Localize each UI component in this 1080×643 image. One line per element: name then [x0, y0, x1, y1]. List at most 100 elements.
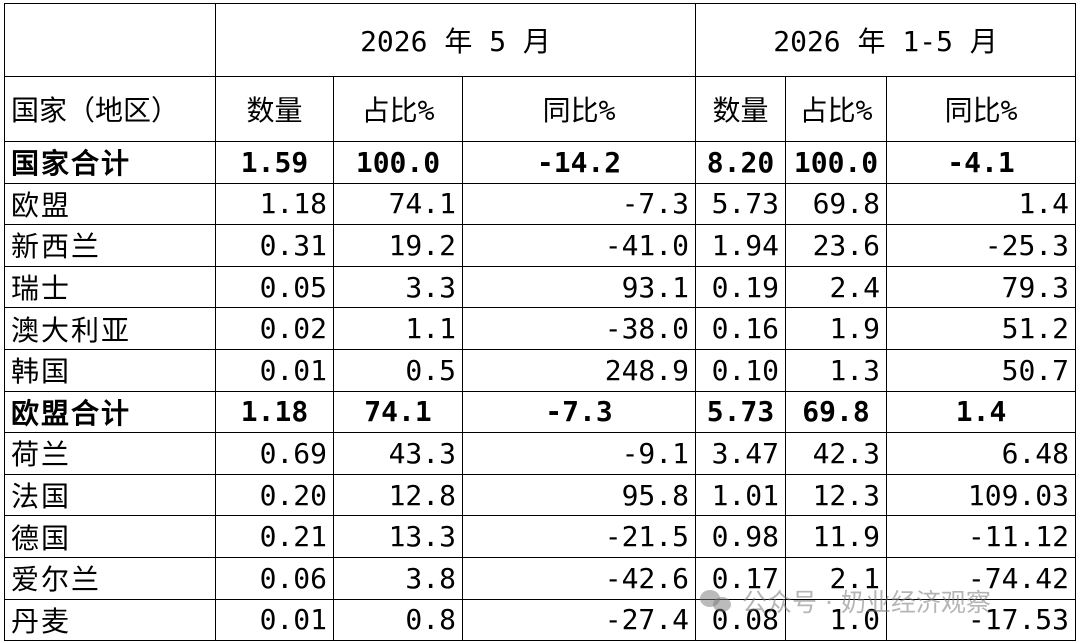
may-share-cell: 19.2: [333, 224, 463, 267]
may-yoy-cell: -41.0: [461, 224, 697, 267]
country-cell: 澳大利亚: [4, 307, 216, 350]
country-column-header: 国家（地区）: [4, 76, 216, 142]
table-row: 国家合计 1.59 100.0 -14.2 8.20 100.0 -4.1: [4, 141, 1077, 184]
ytd-share-cell: 2.1: [785, 556, 888, 600]
may-quantity-cell: 0.69: [215, 432, 334, 475]
may-quantity-cell: 0.31: [215, 224, 334, 267]
ytd-yoy-cell: 109.03: [886, 473, 1077, 517]
ytd-quantity-cell: 5.73: [695, 182, 787, 226]
may-share-cell: 74.1: [333, 390, 463, 434]
may-yoy-cell: -38.0: [461, 307, 697, 350]
ytd-share-cell: 12.3: [785, 473, 888, 517]
ytd-yoy-cell: 6.48: [886, 432, 1077, 475]
may-quantity-cell: 0.02: [215, 307, 334, 350]
may-share-cell: 74.1: [333, 182, 463, 226]
ytd-yoy-cell: -25.3: [886, 224, 1077, 267]
country-cell: 荷兰: [4, 432, 216, 475]
may-quantity-cell: 0.01: [215, 348, 334, 392]
ytd-yoy-cell: 79.3: [886, 265, 1077, 309]
may-share-cell: 1.1: [333, 307, 463, 350]
ytd-share-cell: 2.4: [785, 265, 888, 309]
ytd-yoy-cell: -17.53: [886, 598, 1077, 642]
ytd-quantity-cell: 3.47: [695, 432, 787, 475]
may-quantity-cell: 1.18: [215, 390, 334, 434]
ytd-share-cell: 1.9: [785, 307, 888, 350]
may-share-cell: 0.5: [333, 348, 463, 392]
ytd-share-header: 占比%: [785, 76, 888, 142]
table-row: 丹麦 0.01 0.8 -27.4 0.08 1.0 -17.53: [4, 598, 1077, 642]
may-share-cell: 3.8: [333, 556, 463, 600]
country-cell: 德国: [4, 515, 216, 558]
ytd-quantity-cell: 0.10: [695, 348, 787, 392]
may-yoy-cell: -7.3: [461, 390, 697, 434]
may-share-cell: 3.3: [333, 265, 463, 309]
ytd-share-cell: 1.0: [785, 598, 888, 642]
table-body: 2026 年 5 月 2026 年 1-5 月 国家（地区） 数量 占比% 同比…: [4, 3, 1077, 642]
may-share-cell: 12.8: [333, 473, 463, 517]
table-row: 瑞士 0.05 3.3 93.1 0.19 2.4 79.3: [4, 265, 1077, 309]
ytd-quantity-header: 数量: [695, 76, 787, 142]
column-header-row: 国家（地区） 数量 占比% 同比% 数量 占比% 同比%: [4, 76, 1077, 142]
table-row: 韩国 0.01 0.5 248.9 0.10 1.3 50.7: [4, 348, 1077, 392]
period-may-header: 2026 年 5 月: [214, 3, 697, 77]
ytd-share-cell: 100.0: [785, 141, 888, 184]
country-cell: 欧盟合计: [4, 390, 216, 434]
ytd-yoy-cell: 1.4: [886, 182, 1077, 226]
may-yoy-cell: -21.5: [461, 515, 697, 558]
ytd-share-cell: 69.8: [785, 182, 888, 226]
ytd-share-cell: 42.3: [785, 432, 888, 475]
empty-corner-cell: [4, 3, 216, 77]
ytd-quantity-cell: 1.01: [695, 473, 787, 517]
may-share-cell: 43.3: [333, 432, 463, 475]
may-share-header: 占比%: [333, 76, 463, 142]
may-yoy-cell: -27.4: [461, 598, 697, 642]
may-quantity-cell: 0.20: [215, 473, 334, 517]
ytd-quantity-cell: 0.16: [695, 307, 787, 350]
ytd-share-cell: 69.8: [785, 390, 888, 434]
ytd-quantity-cell: 1.94: [695, 224, 787, 267]
may-quantity-cell: 0.21: [215, 515, 334, 558]
period-header-row: 2026 年 5 月 2026 年 1-5 月: [4, 3, 1077, 77]
table-row: 澳大利亚 0.02 1.1 -38.0 0.16 1.9 51.2: [4, 307, 1077, 350]
ytd-yoy-cell: -11.12: [886, 515, 1077, 558]
may-yoy-cell: 95.8: [461, 473, 697, 517]
ytd-yoy-cell: -4.1: [886, 141, 1077, 184]
import-data-table: 2026 年 5 月 2026 年 1-5 月 国家（地区） 数量 占比% 同比…: [4, 3, 1077, 642]
may-yoy-header: 同比%: [461, 76, 697, 142]
country-cell: 瑞士: [4, 265, 216, 309]
table-row: 法国 0.20 12.8 95.8 1.01 12.3 109.03: [4, 473, 1077, 517]
may-quantity-cell: 0.05: [215, 265, 334, 309]
table-row: 欧盟 1.18 74.1 -7.3 5.73 69.8 1.4: [4, 182, 1077, 226]
ytd-yoy-cell: 51.2: [886, 307, 1077, 350]
may-yoy-cell: 93.1: [461, 265, 697, 309]
ytd-quantity-cell: 8.20: [695, 141, 787, 184]
ytd-share-cell: 1.3: [785, 348, 888, 392]
may-share-cell: 100.0: [333, 141, 463, 184]
ytd-yoy-cell: 50.7: [886, 348, 1077, 392]
country-cell: 韩国: [4, 348, 216, 392]
table-row: 德国 0.21 13.3 -21.5 0.98 11.9 -11.12: [4, 515, 1077, 558]
country-cell: 丹麦: [4, 598, 216, 642]
may-quantity-cell: 1.59: [215, 141, 334, 184]
country-cell: 国家合计: [4, 141, 216, 184]
ytd-quantity-cell: 0.08: [695, 598, 787, 642]
may-share-cell: 0.8: [333, 598, 463, 642]
ytd-yoy-cell: -74.42: [886, 556, 1077, 600]
country-cell: 新西兰: [4, 224, 216, 267]
ytd-share-cell: 11.9: [785, 515, 888, 558]
may-quantity-cell: 0.06: [215, 556, 334, 600]
ytd-quantity-cell: 0.98: [695, 515, 787, 558]
may-yoy-cell: 248.9: [461, 348, 697, 392]
table-row: 爱尔兰 0.06 3.8 -42.6 0.17 2.1 -74.42: [4, 556, 1077, 600]
may-yoy-cell: -14.2: [461, 141, 697, 184]
ytd-yoy-header: 同比%: [886, 76, 1077, 142]
ytd-yoy-cell: 1.4: [886, 390, 1077, 434]
ytd-quantity-cell: 0.17: [695, 556, 787, 600]
table-row: 欧盟合计 1.18 74.1 -7.3 5.73 69.8 1.4: [4, 390, 1077, 434]
period-jan-may-header: 2026 年 1-5 月: [695, 3, 1077, 77]
may-quantity-cell: 0.01: [215, 598, 334, 642]
ytd-quantity-cell: 0.19: [695, 265, 787, 309]
may-share-cell: 13.3: [333, 515, 463, 558]
table-row: 荷兰 0.69 43.3 -9.1 3.47 42.3 6.48: [4, 432, 1077, 475]
country-cell: 爱尔兰: [4, 556, 216, 600]
